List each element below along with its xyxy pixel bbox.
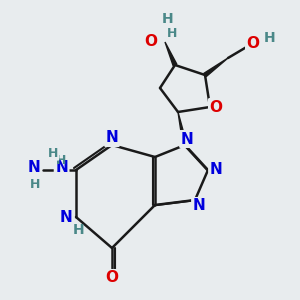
Text: N: N bbox=[27, 160, 40, 175]
Text: O: O bbox=[144, 34, 157, 50]
Text: O: O bbox=[247, 37, 260, 52]
Text: O: O bbox=[209, 100, 223, 115]
Polygon shape bbox=[204, 58, 228, 76]
Text: N: N bbox=[181, 131, 194, 146]
Text: H: H bbox=[162, 12, 174, 26]
Text: N: N bbox=[59, 209, 72, 224]
Polygon shape bbox=[178, 112, 187, 146]
Text: N: N bbox=[106, 130, 118, 146]
Text: H: H bbox=[30, 178, 40, 191]
Text: H: H bbox=[167, 27, 177, 40]
Text: O: O bbox=[106, 271, 118, 286]
Text: H: H bbox=[48, 147, 58, 160]
Polygon shape bbox=[165, 42, 177, 66]
Text: H: H bbox=[73, 223, 85, 237]
Text: N: N bbox=[55, 160, 68, 175]
Text: H: H bbox=[264, 31, 276, 45]
Text: N: N bbox=[210, 163, 222, 178]
Text: N: N bbox=[193, 199, 206, 214]
Text: H: H bbox=[56, 154, 66, 167]
